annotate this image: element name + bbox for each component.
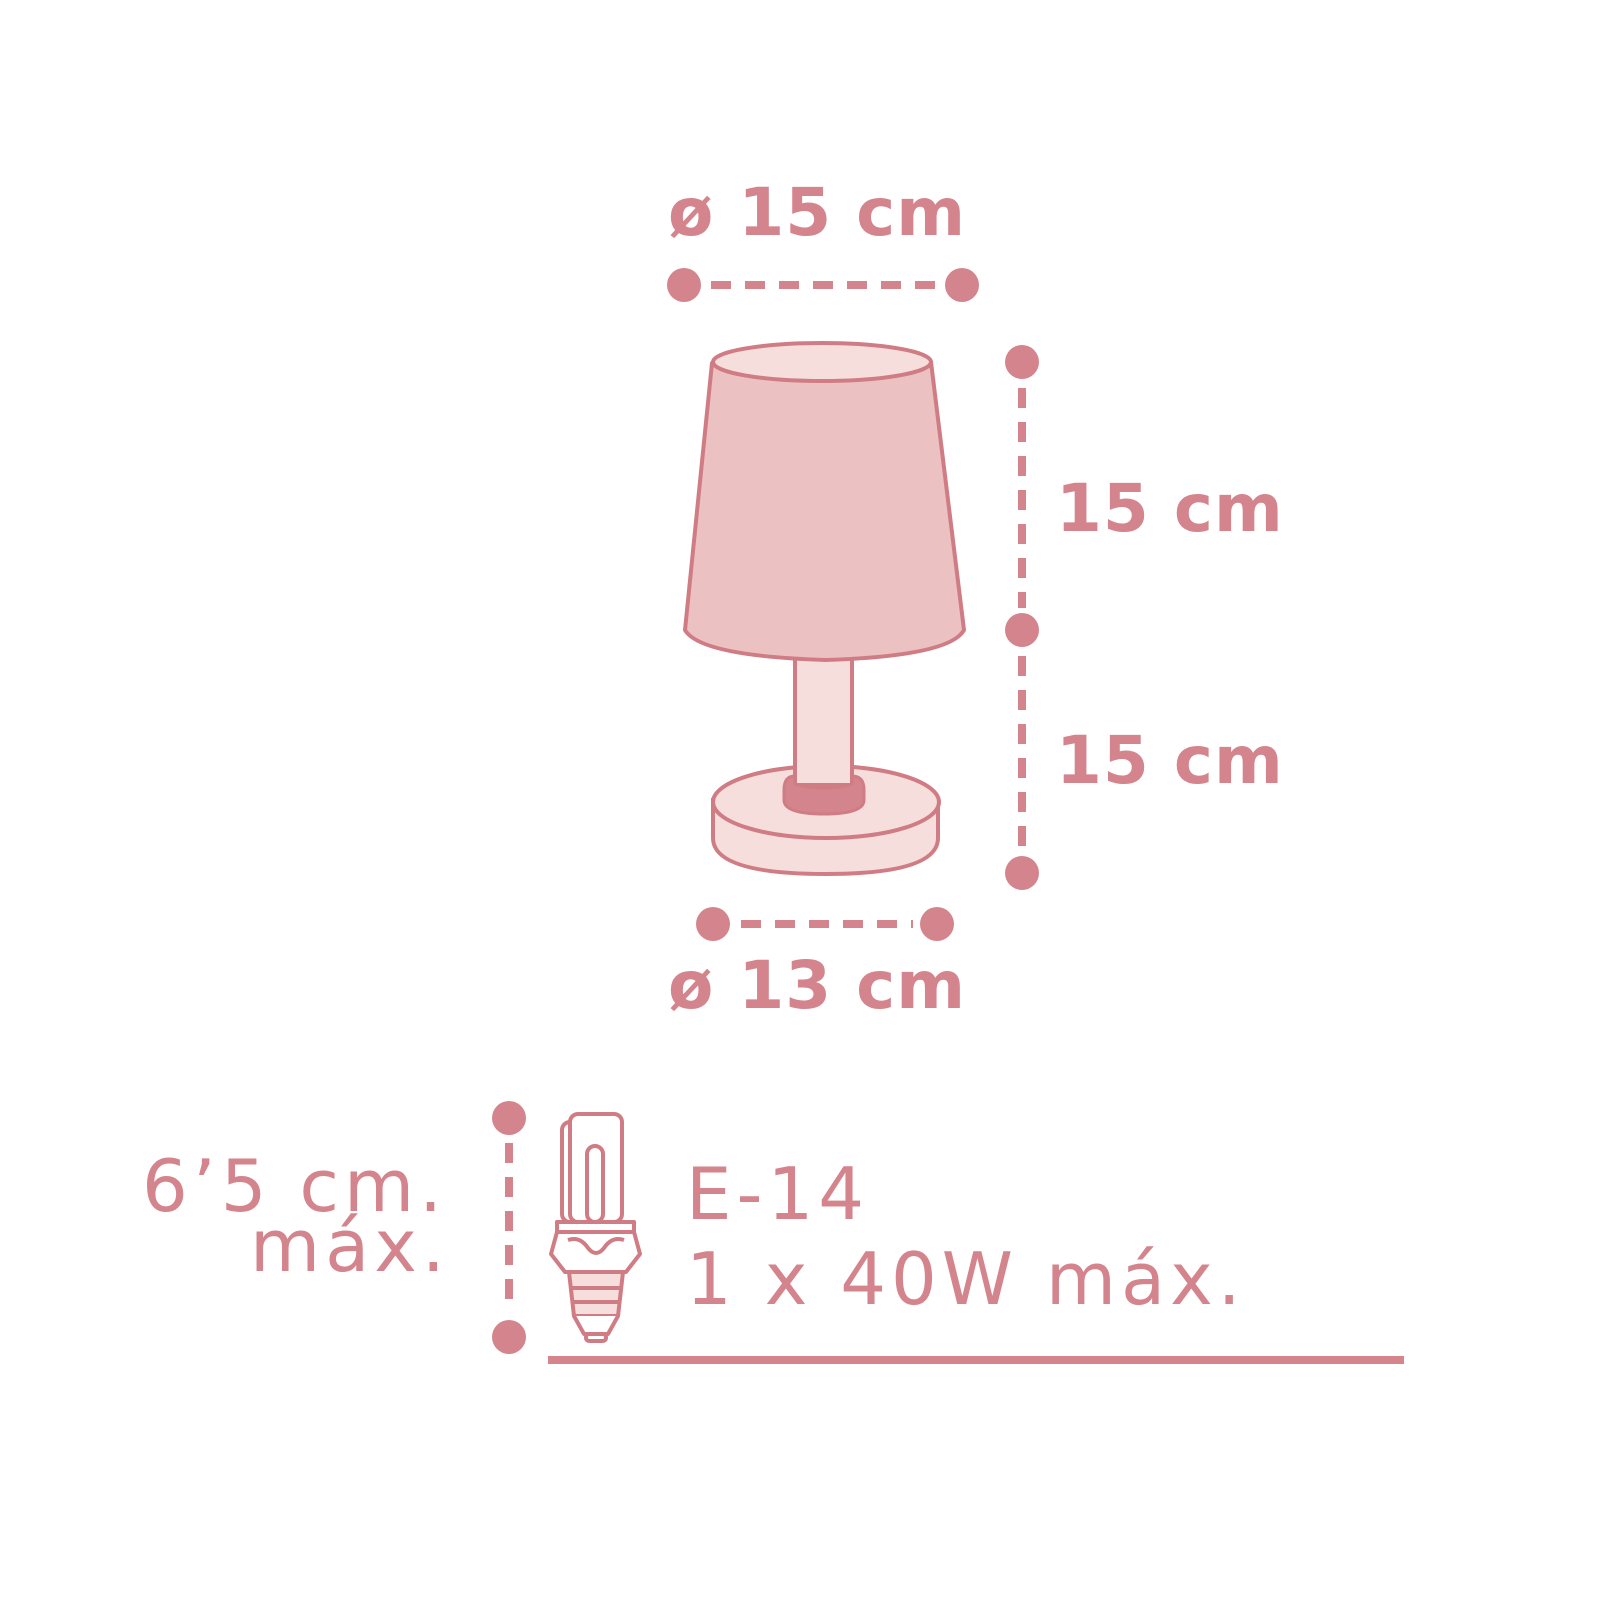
measure-dot xyxy=(1005,856,1039,890)
cfl-bulb-icon xyxy=(549,1112,642,1343)
lamp-shade-top xyxy=(711,341,933,383)
lamp-stem xyxy=(793,643,854,787)
measure-dot xyxy=(492,1320,526,1354)
socket-type-label: E-14 xyxy=(686,1152,870,1236)
base-height-label: 15 cm xyxy=(1056,722,1284,799)
bulb-max-length-label: 6’5 cm. xyxy=(142,1144,447,1228)
measure-dot xyxy=(1005,345,1039,379)
table-lamp-illustration xyxy=(683,341,966,877)
base-diameter-label: ø 13 cm xyxy=(668,947,967,1024)
lamp-shade xyxy=(683,360,966,662)
measure-dot xyxy=(696,907,730,941)
measure-dot xyxy=(1005,613,1039,647)
measure-dot xyxy=(667,268,701,302)
lamp-collar xyxy=(782,774,866,816)
base-diameter-measure xyxy=(696,907,954,941)
shade-diameter-measure xyxy=(667,268,979,302)
power-rating-label: 1 x 40W máx. xyxy=(686,1237,1246,1321)
shade-height-label: 15 cm xyxy=(1056,470,1284,547)
measure-dot xyxy=(920,907,954,941)
measure-dot xyxy=(492,1101,526,1135)
bulb-length-measure xyxy=(492,1101,526,1354)
bulb-max-label: máx. xyxy=(250,1204,450,1288)
height-measure xyxy=(1005,345,1039,890)
shade-diameter-label: ø 15 cm xyxy=(668,174,967,251)
measure-dot xyxy=(945,268,979,302)
